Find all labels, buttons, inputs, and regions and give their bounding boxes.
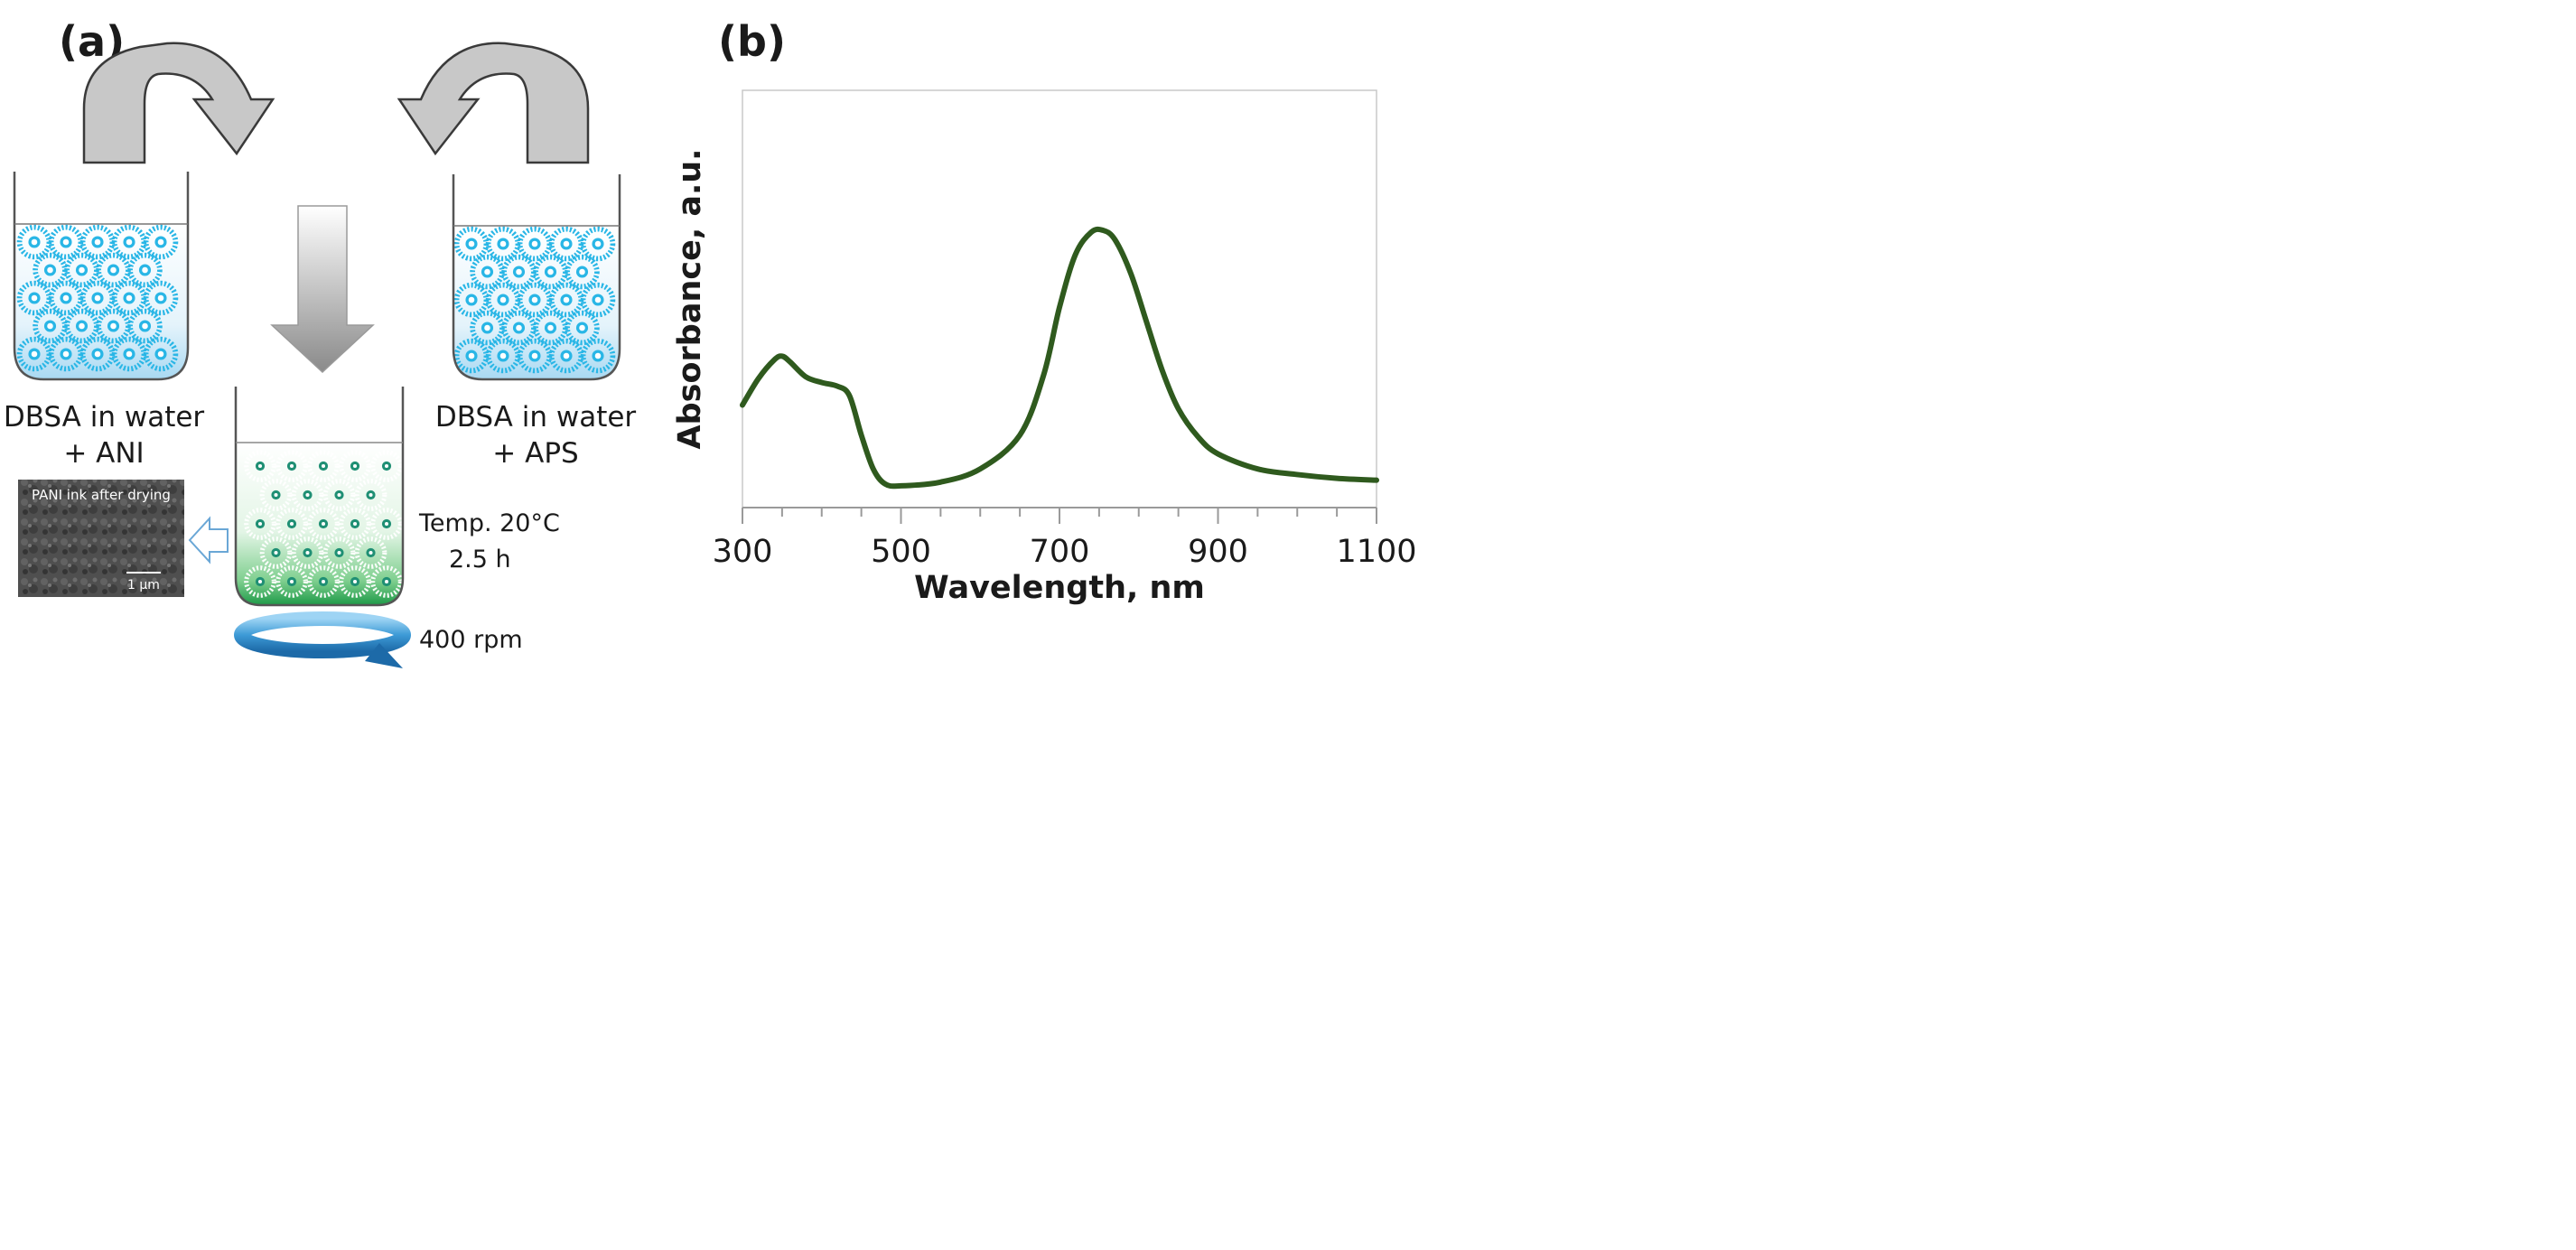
x-tick-label: 300 — [713, 534, 773, 570]
beaker-aps-caption-line2: + APS — [492, 437, 578, 470]
x-tick-label: 1100 — [1336, 534, 1416, 570]
sem-image: PANI ink after drying 1 µm — [18, 480, 184, 597]
x-tick-label: 700 — [1030, 534, 1090, 570]
condition-temperature: Temp. 20°C — [418, 509, 560, 537]
curved-arrow-right — [397, 42, 590, 164]
beaker-reaction — [234, 387, 405, 607]
x-axis-label: Wavelength, nm — [914, 570, 1205, 606]
hollow-arrow-left — [188, 516, 229, 564]
beaker-aps-caption-line1: DBSA in water — [435, 401, 637, 434]
y-axis-label: Absorbance, a.u. — [672, 149, 708, 450]
x-axis — [742, 507, 1377, 524]
condition-time: 2.5 h — [449, 546, 511, 574]
stirring-speed: 400 rpm — [419, 626, 523, 654]
beaker-ani-caption-line1: DBSA in water — [4, 401, 205, 434]
panel-b-label: (b) — [718, 17, 786, 66]
curved-arrow-left — [82, 42, 275, 164]
x-tick-label: 500 — [871, 534, 931, 570]
absorbance-chart: 300 500 700 900 1100 Wavelength, nm Absorban… — [672, 89, 1417, 606]
absorbance-spectrum-line — [740, 226, 1379, 490]
beaker-ani-caption-line2: + ANI — [63, 437, 144, 470]
x-tick-label: 900 — [1188, 534, 1248, 570]
stirring-arrow — [234, 611, 411, 668]
beaker-ani — [13, 172, 190, 381]
down-arrow — [270, 205, 375, 374]
beaker-aps — [452, 174, 621, 381]
x-tick-labels: 300 500 700 900 1100 — [713, 534, 1417, 570]
sem-scale-label: 1 µm — [127, 578, 160, 592]
sem-inset-title: PANI ink after drying — [32, 487, 171, 503]
